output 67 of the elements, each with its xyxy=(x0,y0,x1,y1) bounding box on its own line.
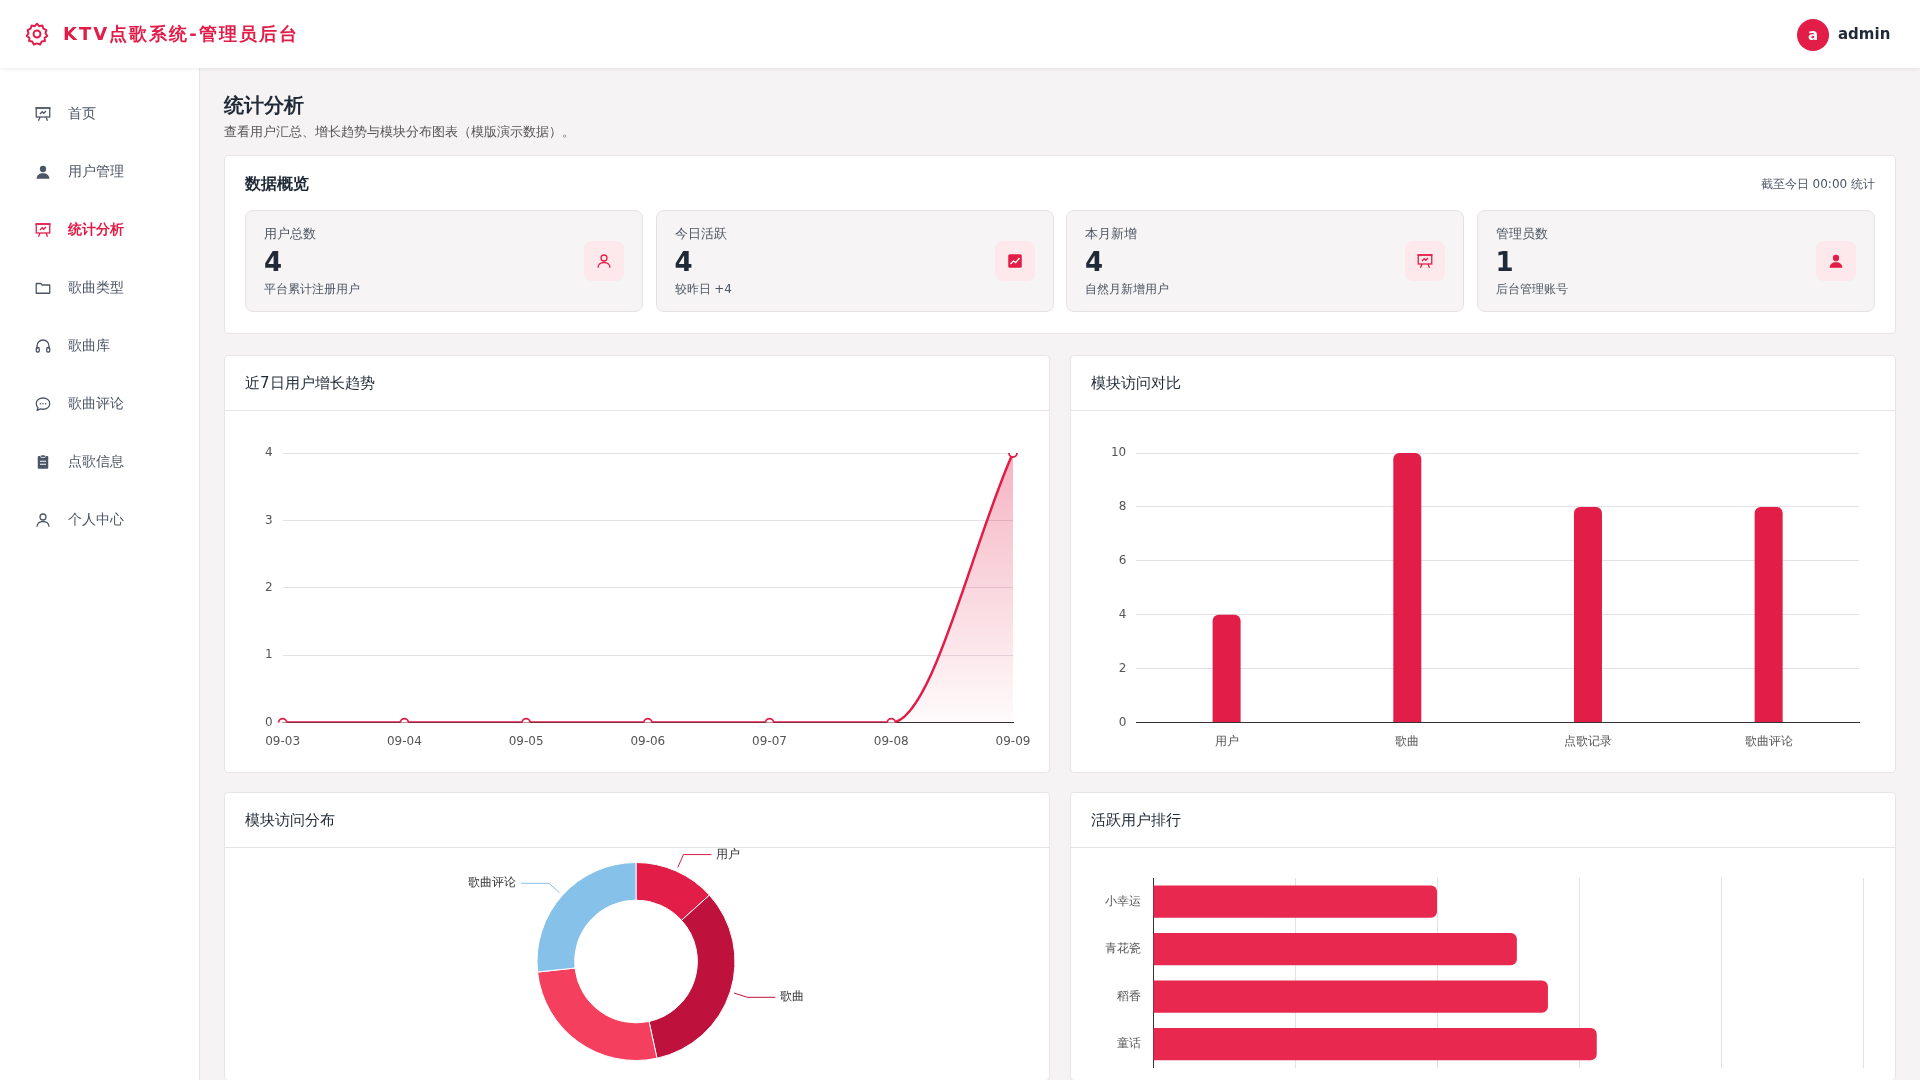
text: 平台累计注册用户 xyxy=(264,281,360,298)
text: 用户管理 xyxy=(68,163,124,181)
bar xyxy=(1153,980,1548,1013)
category-label: 管理员数 xyxy=(1495,225,1548,243)
category-label: 本月新增 xyxy=(1085,225,1137,243)
text: 自然月新增用户 xyxy=(1085,281,1169,298)
y-tick-label: 0 xyxy=(264,714,273,729)
text: 歌曲库 xyxy=(68,337,110,355)
y-tick-label: 3 xyxy=(264,512,273,527)
text: 歌曲类型 xyxy=(68,279,124,297)
y-tick-label: 1 xyxy=(264,647,273,662)
slice-label: 用户 xyxy=(716,846,741,861)
bar xyxy=(1573,506,1602,723)
bar xyxy=(1153,885,1437,918)
x-tick-label: 09-09 xyxy=(995,733,1031,748)
y-tick-label: 2 xyxy=(1118,660,1127,675)
slice-label: 歌曲 xyxy=(780,989,805,1004)
x-tick-label: 09-03 xyxy=(265,733,301,748)
bar xyxy=(1754,506,1783,723)
y-tick-label: 青花瓷 xyxy=(1105,941,1141,956)
x-tick-label: 用户 xyxy=(1214,733,1239,748)
text: a xyxy=(1797,19,1829,51)
text: 较昨日 +4 xyxy=(674,281,733,298)
text: admin xyxy=(1838,25,1891,43)
category-label: 今日活跃 xyxy=(674,225,727,243)
x-tick-label: 点歌记录 xyxy=(1563,733,1612,748)
x-tick-label: 09-06 xyxy=(630,733,666,748)
text: 首页 xyxy=(68,105,96,123)
bar xyxy=(1153,933,1517,966)
text: 个人中心 xyxy=(68,511,124,529)
text: 后台管理账号 xyxy=(1495,281,1568,298)
y-tick-label: 10 xyxy=(1110,445,1127,460)
x-tick-label: 歌曲 xyxy=(1395,733,1420,748)
bar xyxy=(1153,1027,1597,1061)
chart-title: 模块访问对比 xyxy=(1071,356,1895,411)
bar xyxy=(1212,614,1241,723)
chart-title: 活跃用户排行 xyxy=(1071,793,1895,848)
chart-title: 近7日用户增长趋势 xyxy=(225,356,1049,411)
data-label: 4 xyxy=(1085,247,1104,277)
x-tick-label: 09-05 xyxy=(508,733,544,748)
y-tick-label: 小幸运 xyxy=(1105,893,1141,908)
y-tick-label: 2 xyxy=(264,579,273,594)
x-tick-label: 09-08 xyxy=(873,733,909,748)
text: 模块访问分布 xyxy=(225,793,1049,848)
category-label: 用户总数 xyxy=(264,225,316,243)
data-label: 1 xyxy=(1495,247,1514,277)
y-tick-label: 6 xyxy=(1118,552,1127,567)
x-tick-label: 歌曲评论 xyxy=(1744,733,1793,748)
x-tick-label: 09-04 xyxy=(386,733,422,748)
y-tick-label: 稻香 xyxy=(1117,988,1141,1003)
data-label: 4 xyxy=(674,247,693,277)
text: 点歌信息 xyxy=(68,453,124,471)
text: 截至今日 00:00 统计 xyxy=(1760,176,1875,193)
text: 统计分析 xyxy=(224,92,304,119)
y-tick-label: 8 xyxy=(1118,499,1127,514)
y-tick-label: 4 xyxy=(264,445,273,460)
text: 查看用户汇总、增长趋势与模块分布图表（模版演示数据）。 xyxy=(224,123,575,141)
y-tick-label: 童话 xyxy=(1117,1036,1141,1051)
y-tick-label: 0 xyxy=(1118,714,1127,729)
slice-label: 歌曲评论 xyxy=(467,875,516,890)
bar xyxy=(1393,453,1422,723)
x-tick-label: 09-07 xyxy=(752,733,787,748)
text: 歌曲评论 xyxy=(68,395,124,413)
text: 统计分析 xyxy=(68,221,124,239)
text: KTV点歌系统-管理员后台 xyxy=(63,22,299,46)
text: 数据概览 xyxy=(245,174,309,195)
y-tick-label: 4 xyxy=(1118,606,1127,621)
